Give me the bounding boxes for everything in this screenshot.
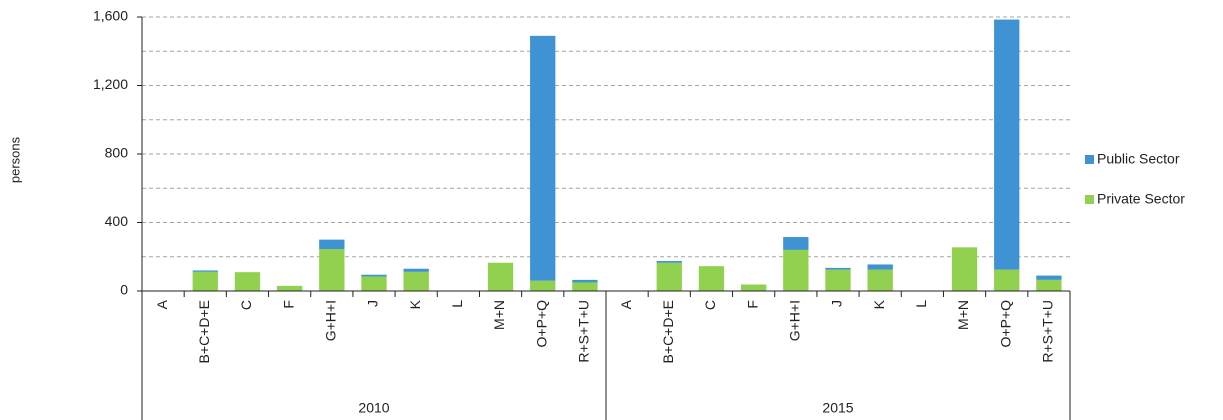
group-label: 2010 bbox=[358, 400, 389, 416]
x-tick-label: L bbox=[449, 300, 465, 308]
x-tick-label: O+P+Q bbox=[997, 300, 1013, 348]
bar-segment bbox=[994, 269, 1020, 291]
bar-segment bbox=[698, 266, 725, 291]
legend-swatch bbox=[1085, 155, 1094, 164]
x-tick-label: F bbox=[280, 300, 296, 309]
bar-segment bbox=[825, 267, 851, 270]
x-tick-label: M+N bbox=[491, 300, 507, 330]
bar-segment bbox=[234, 272, 261, 291]
bar-segment bbox=[572, 279, 598, 283]
x-tick-label: C bbox=[702, 300, 718, 310]
bar-segment bbox=[656, 262, 682, 291]
bar-segment bbox=[530, 280, 556, 291]
x-tick-label: K bbox=[871, 299, 887, 309]
x-tick-label: A bbox=[618, 299, 634, 309]
bar-segment bbox=[1036, 275, 1062, 280]
x-tick-label: M+N bbox=[955, 300, 971, 330]
bar-segment bbox=[867, 264, 893, 270]
bar-segment bbox=[740, 284, 767, 291]
group-label: 2015 bbox=[822, 400, 853, 416]
bar-segment bbox=[276, 285, 303, 291]
x-tick-label: G+H+I bbox=[323, 300, 339, 341]
bar-segment bbox=[361, 274, 387, 277]
x-tick-label: R+S+T+U bbox=[576, 300, 592, 363]
bar-segment bbox=[1036, 279, 1062, 291]
bar-segment bbox=[783, 249, 809, 291]
bar-segment bbox=[403, 268, 429, 272]
bar-segment bbox=[783, 237, 809, 250]
x-tick-label: L bbox=[913, 300, 929, 308]
x-tick-label: F bbox=[744, 300, 760, 309]
bar-segment bbox=[192, 270, 218, 272]
bar-segment bbox=[867, 269, 893, 291]
bar-segment bbox=[825, 269, 851, 291]
y-tick-label: 1,600 bbox=[93, 8, 128, 24]
x-tick-label: J bbox=[829, 300, 845, 307]
legend-label: Public Sector bbox=[1097, 151, 1180, 167]
y-tick-label: 800 bbox=[105, 145, 129, 161]
x-tick-label: R+S+T+U bbox=[1040, 300, 1056, 363]
x-tick-label: A bbox=[154, 299, 170, 309]
bar-segment bbox=[994, 19, 1020, 270]
x-tick-label: G+H+I bbox=[787, 300, 803, 341]
x-tick-label: B+C+D+E bbox=[660, 300, 676, 363]
bar-segment bbox=[319, 249, 345, 291]
bar-segment bbox=[319, 239, 345, 250]
bar-segment bbox=[487, 262, 514, 291]
bar-segment bbox=[572, 282, 598, 291]
bar-segment bbox=[530, 35, 556, 281]
bar-segment bbox=[192, 271, 218, 291]
x-tick-label: B+C+D+E bbox=[196, 300, 212, 363]
y-tick-label: 0 bbox=[120, 282, 128, 298]
x-tick-label: C bbox=[238, 300, 254, 310]
y-tick-label: 400 bbox=[105, 213, 129, 229]
legend-swatch bbox=[1085, 195, 1094, 204]
y-axis-label: persons bbox=[7, 136, 22, 183]
y-tick-label: 1,200 bbox=[93, 76, 128, 92]
legend-label: Private Sector bbox=[1097, 191, 1185, 207]
x-tick-label: K bbox=[407, 299, 423, 309]
bar-segment bbox=[403, 271, 429, 291]
x-tick-label: J bbox=[365, 300, 381, 307]
x-tick-label: O+P+Q bbox=[533, 300, 549, 348]
bar-segment bbox=[361, 276, 387, 291]
bar-segment bbox=[656, 261, 682, 263]
bar-segment bbox=[951, 247, 978, 291]
